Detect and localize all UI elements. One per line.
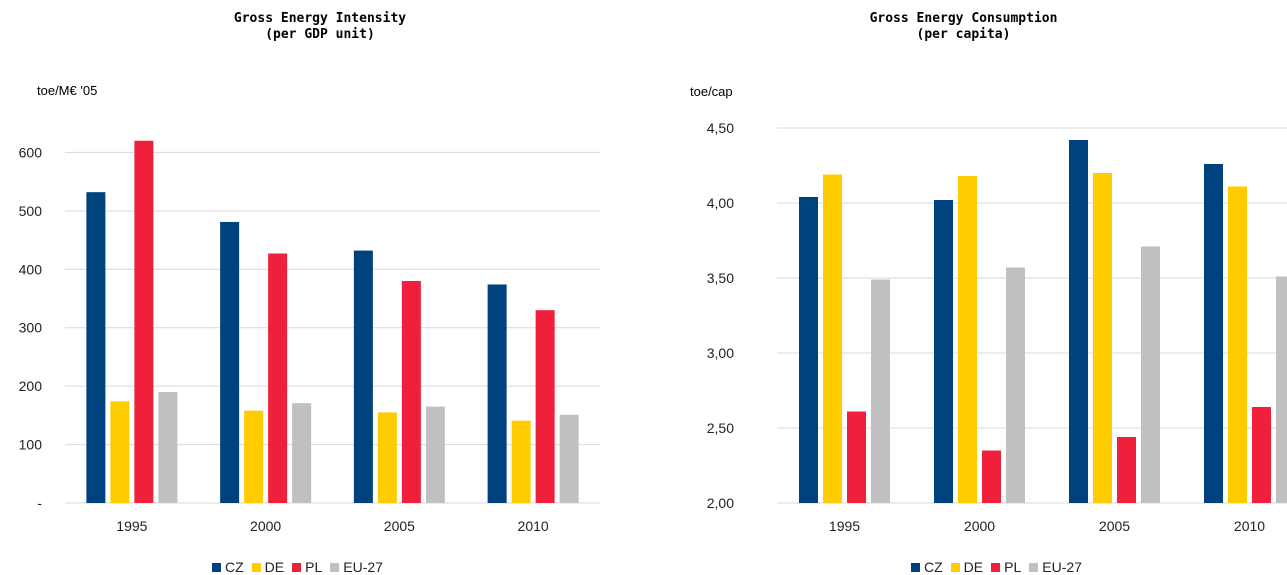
legend-item-de: DE (950, 559, 984, 575)
bar-eu-27-2010 (1276, 276, 1287, 503)
y-axis-unit-label: toe/M€ '05 (37, 83, 97, 98)
bar-cz-2000 (220, 221, 240, 504)
legend-item-eu-27: EU-27 (330, 559, 383, 575)
bar-pl-1995 (134, 140, 154, 503)
chart-gross-energy-intensity: Gross Energy Intensity (per GDP unit) to… (0, 0, 640, 575)
legend-label: DE (264, 559, 285, 575)
legend-label: EU-27 (343, 559, 383, 575)
legend-item-cz: CZ (212, 559, 244, 575)
legend-swatch (950, 562, 960, 572)
bar-pl-2010 (1252, 407, 1271, 503)
bar-eu-27-1995 (158, 391, 178, 503)
bar-cz-2010 (487, 284, 507, 503)
y-axis-unit-label: toe/cap (690, 84, 733, 99)
x-tick-label: 2005 (1099, 518, 1130, 534)
bar-pl-2000 (268, 253, 288, 503)
bar-de-1995 (110, 401, 130, 503)
chart-plot-area: toe/cap 2,00 2,50 3,00 3,50 4,00 4,50 1995 2000 2… (690, 84, 1287, 534)
y-tick-label: - (37, 495, 42, 511)
legend-swatch (212, 562, 221, 572)
legend-label: PL (305, 559, 323, 575)
legend-item-pl: PL (292, 559, 322, 575)
legend-swatch (292, 562, 302, 572)
bar-eu-27-2005 (425, 406, 445, 503)
y-tick-label: 3,50 (707, 270, 734, 286)
x-tick-label: 2010 (518, 518, 549, 534)
legend-label: PL (1004, 559, 1022, 575)
bar-de-2000 (244, 410, 264, 503)
chart-gross-energy-consumption: Gross Energy Consumption (per capita) to… (640, 0, 1287, 575)
legend-label: CZ (225, 559, 244, 575)
bar-cz-1995 (86, 192, 106, 503)
y-tick-label: 4,50 (707, 120, 734, 136)
chart-legend: CZ DE PL EU-27 (911, 559, 1090, 575)
bar-de-2005 (377, 412, 397, 503)
y-tick-label: 2,50 (707, 420, 734, 436)
y-tick-label: 4,00 (707, 195, 734, 211)
chart-title: Gross Energy Consumption (per capita) (640, 11, 1287, 43)
legend-swatch (330, 562, 340, 572)
y-tick-label: 3,00 (707, 345, 734, 361)
legend-swatch (991, 562, 1001, 572)
legend-swatch (911, 562, 920, 572)
chart-title-line1: Gross Energy Consumption (869, 11, 1058, 26)
legend-label: CZ (924, 559, 943, 575)
chart-legend: CZ DE PL EU-27 (212, 559, 391, 575)
bar-eu-27-2010 (559, 414, 579, 503)
bar-eu-27-1995 (871, 279, 890, 503)
bar-eu-27-2000 (1006, 267, 1025, 503)
bar-pl-2005 (1117, 437, 1136, 503)
bar-de-2005 (1093, 173, 1112, 503)
chart-title-line2: (per capita) (916, 27, 1011, 42)
legend-item-de: DE (251, 559, 285, 575)
bar-de-2010 (511, 420, 531, 503)
y-tick-label: 400 (19, 261, 43, 277)
bar-pl-2005 (401, 280, 421, 503)
legend-item-cz: CZ (911, 559, 943, 575)
chart-title: Gross Energy Intensity (per GDP unit) (0, 11, 640, 43)
y-tick-label: 100 (19, 437, 43, 453)
chart-title-line2: (per GDP unit) (265, 27, 375, 42)
y-tick-label: 500 (19, 203, 43, 219)
legend-label: DE (963, 559, 984, 575)
x-tick-label: 1995 (829, 518, 860, 534)
bar-cz-2000 (934, 200, 953, 503)
bar-pl-2010 (535, 310, 555, 503)
y-tick-label: 300 (19, 320, 43, 336)
x-tick-label: 2010 (1234, 518, 1265, 534)
legend-item-eu-27: EU-27 (1029, 559, 1082, 575)
legend-swatch (251, 562, 261, 572)
legend-swatch (1029, 562, 1039, 572)
x-tick-label: 2000 (964, 518, 995, 534)
bar-eu-27-2005 (1141, 246, 1160, 503)
x-tick-label: 2000 (250, 518, 281, 534)
bar-de-2000 (958, 176, 977, 503)
bar-cz-1995 (799, 197, 818, 503)
x-tick-label: 1995 (116, 518, 147, 534)
y-tick-label: 600 (19, 144, 43, 160)
chart-plot-area: toe/M€ '05 - 100 200 300 400 500 600 1995 2000 200… (19, 83, 600, 534)
bar-pl-2000 (982, 450, 1001, 503)
y-tick-label: 2,00 (707, 495, 734, 511)
bar-de-1995 (823, 174, 842, 503)
legend-label: EU-27 (1042, 559, 1082, 575)
chart-title-line1: Gross Energy Intensity (233, 11, 407, 26)
bar-eu-27-2000 (292, 403, 312, 503)
bar-cz-2005 (1069, 140, 1088, 503)
x-tick-label: 2005 (384, 518, 415, 534)
legend-item-pl: PL (991, 559, 1021, 575)
bar-pl-1995 (847, 411, 866, 503)
y-tick-label: 200 (19, 378, 43, 394)
bar-cz-2010 (1204, 164, 1223, 503)
bar-cz-2005 (353, 250, 373, 503)
bar-de-2010 (1228, 186, 1247, 503)
